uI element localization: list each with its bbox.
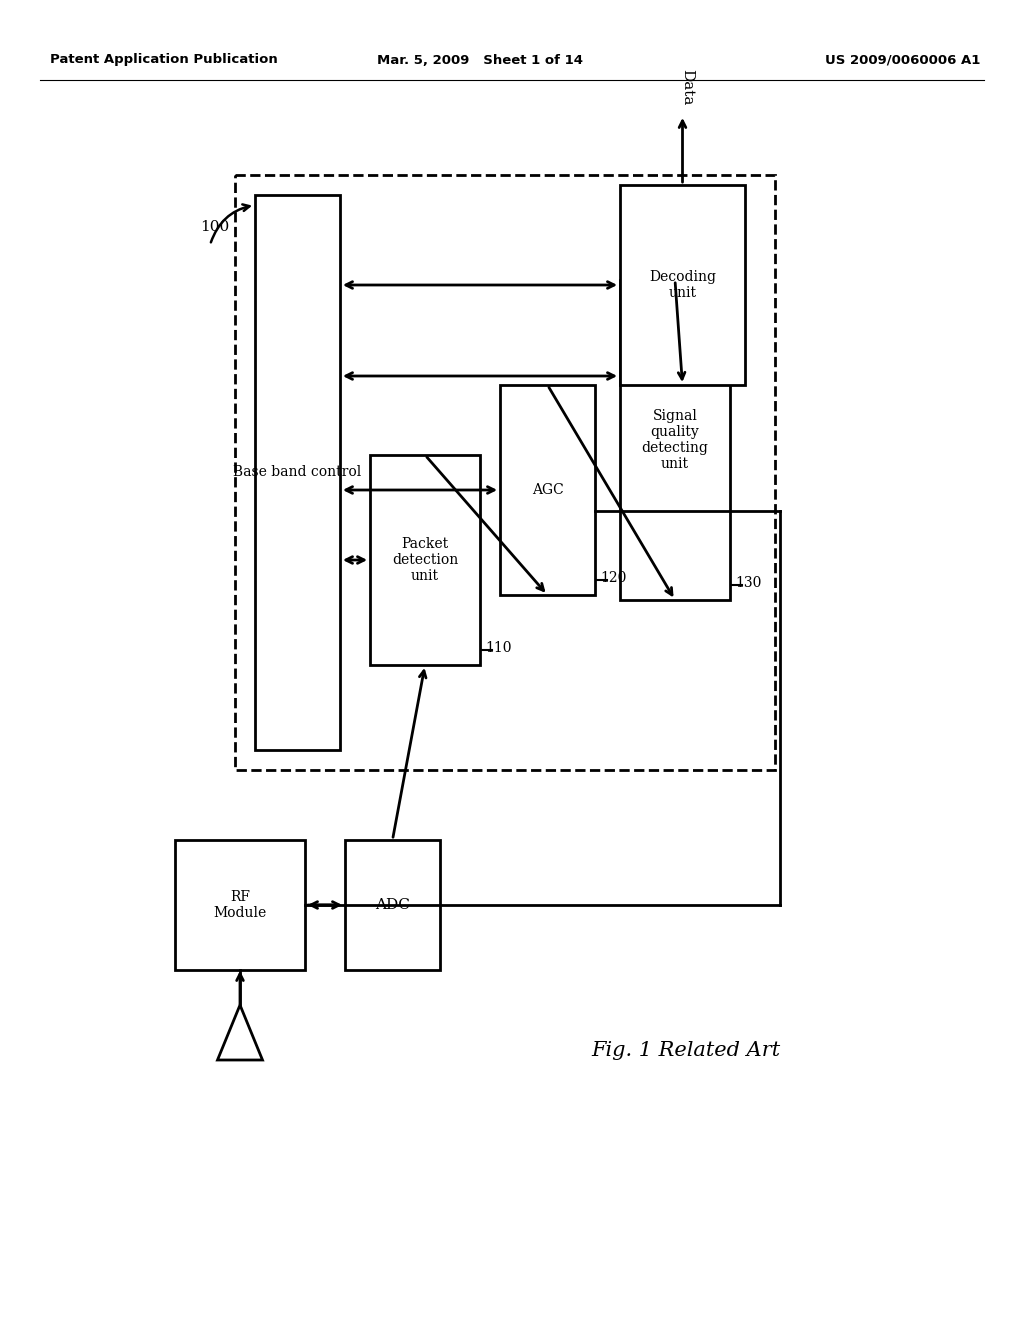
Text: Mar. 5, 2009   Sheet 1 of 14: Mar. 5, 2009 Sheet 1 of 14: [377, 54, 583, 66]
Bar: [370, 455, 480, 665]
Text: 110: 110: [485, 642, 512, 655]
Text: Fig. 1 Related Art: Fig. 1 Related Art: [591, 1040, 780, 1060]
Text: AGC: AGC: [531, 483, 563, 498]
Bar: [234, 176, 775, 770]
Text: 120: 120: [600, 572, 627, 585]
Text: Data: Data: [681, 69, 694, 106]
Text: 100: 100: [200, 220, 229, 234]
Text: RF
Module: RF Module: [213, 890, 266, 920]
Text: Signal
quality
detecting
unit: Signal quality detecting unit: [642, 409, 709, 471]
Text: ADC: ADC: [375, 898, 410, 912]
Bar: [345, 840, 440, 970]
Bar: [175, 840, 305, 970]
Text: 130: 130: [735, 576, 762, 590]
Text: Packet
detection
unit: Packet detection unit: [392, 537, 458, 583]
Bar: [500, 385, 595, 595]
Text: Patent Application Publication: Patent Application Publication: [50, 54, 278, 66]
Text: Decoding
unit: Decoding unit: [649, 269, 716, 300]
Bar: [620, 185, 745, 385]
Bar: [255, 195, 340, 750]
Text: US 2009/0060006 A1: US 2009/0060006 A1: [824, 54, 980, 66]
Text: Base band control: Base band control: [233, 466, 361, 479]
Bar: [620, 280, 730, 601]
